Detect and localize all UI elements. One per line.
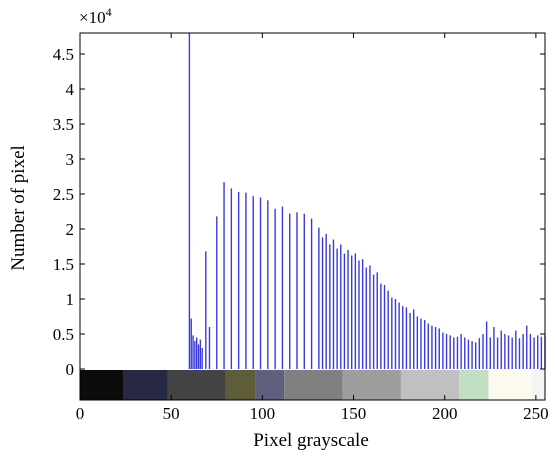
colorbar-segment-0 [80, 370, 124, 400]
colorbar-segment-10 [532, 370, 545, 400]
colorbar-segment-1 [123, 370, 168, 400]
colorbar-segment-5 [284, 370, 343, 400]
grayscale-colorbar [80, 370, 545, 400]
colorbar-segment-4 [255, 370, 285, 400]
y-tick-label-0: 0 [66, 360, 75, 379]
x-tick-label-4: 200 [432, 404, 458, 423]
x-tick-label-5: 250 [523, 404, 549, 423]
y-tick-label-4: 2 [66, 220, 75, 239]
y-tick-label-2: 1 [66, 290, 75, 309]
x-tick-label-2: 100 [250, 404, 276, 423]
colorbar-segment-3 [225, 370, 256, 400]
y-axis-multiplier: ×104 [79, 5, 112, 27]
y-tick-label-1: 0.5 [53, 325, 74, 344]
plot-axes [79, 32, 546, 401]
colorbar-segment-6 [342, 370, 401, 400]
y-tick-label-6: 3 [66, 150, 75, 169]
x-axis-label: Pixel grayscale [253, 430, 369, 451]
y-tick-label-9: 4.5 [53, 45, 74, 64]
x-tick-label-1: 50 [163, 404, 180, 423]
y-tick-label-3: 1.5 [53, 255, 74, 274]
y-tick-label-5: 2.5 [53, 185, 74, 204]
y-ticks: 0 0.5 1 1.5 2 2.5 3 3.5 4 4.5 [53, 45, 545, 379]
x-tick-label-0: 0 [76, 404, 85, 423]
colorbar-segment-7 [400, 370, 460, 400]
colorbar-segment-8 [459, 370, 489, 400]
colorbar-segment-9 [488, 370, 533, 400]
colorbar-segment-2 [167, 370, 226, 400]
bars-group [188, 33, 546, 369]
plot-frame [79, 32, 546, 401]
x-tick-label-3: 150 [341, 404, 367, 423]
y-axis-label: Number of pixel [8, 145, 29, 271]
x-ticks: 0 50 100 150 200 250 [76, 33, 549, 423]
y-tick-label-8: 4 [66, 80, 75, 99]
y-tick-label-7: 3.5 [53, 115, 74, 134]
